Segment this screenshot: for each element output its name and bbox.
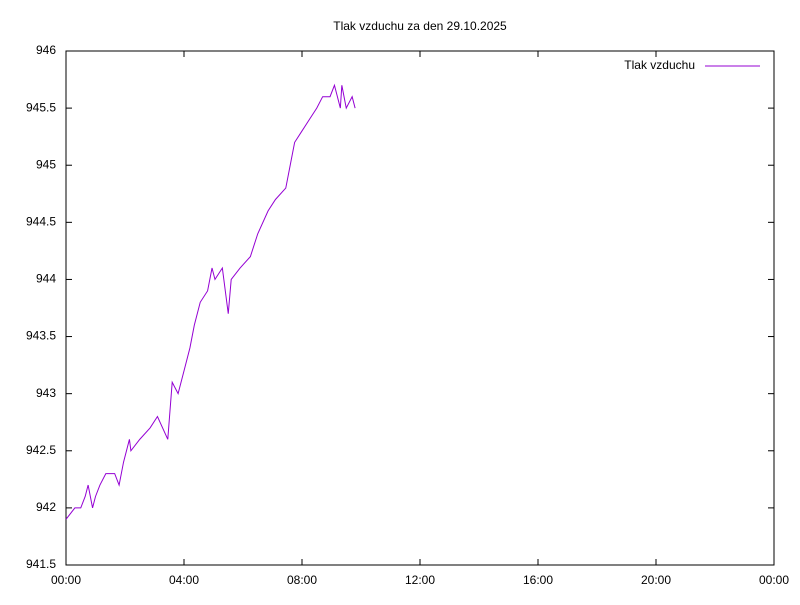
y-tick-label: 941.5 <box>26 557 56 571</box>
x-tick-label: 12:00 <box>405 573 435 587</box>
x-tick-label: 00:00 <box>759 573 789 587</box>
y-tick-label: 946 <box>36 43 56 57</box>
chart-title: Tlak vzduchu za den 29.10.2025 <box>333 19 507 33</box>
y-tick-label: 943 <box>36 386 56 400</box>
y-tick-label: 942 <box>36 500 56 514</box>
x-tick-label: 00:00 <box>51 573 81 587</box>
y-tick-label: 942.5 <box>26 443 56 457</box>
x-tick-label: 16:00 <box>523 573 553 587</box>
y-tick-label: 944.5 <box>26 215 56 229</box>
y-tick-label: 943.5 <box>26 329 56 343</box>
plot-frame <box>65 50 775 566</box>
y-tick-label: 944 <box>36 272 56 286</box>
y-tick-label: 945 <box>36 157 56 171</box>
x-tick-label: 20:00 <box>641 573 671 587</box>
y-tick-label: 945.5 <box>26 100 56 114</box>
x-tick-label: 04:00 <box>169 573 199 587</box>
legend-label: Tlak vzduchu <box>624 58 695 72</box>
x-tick-label: 08:00 <box>287 573 317 587</box>
data-line <box>65 83 356 520</box>
